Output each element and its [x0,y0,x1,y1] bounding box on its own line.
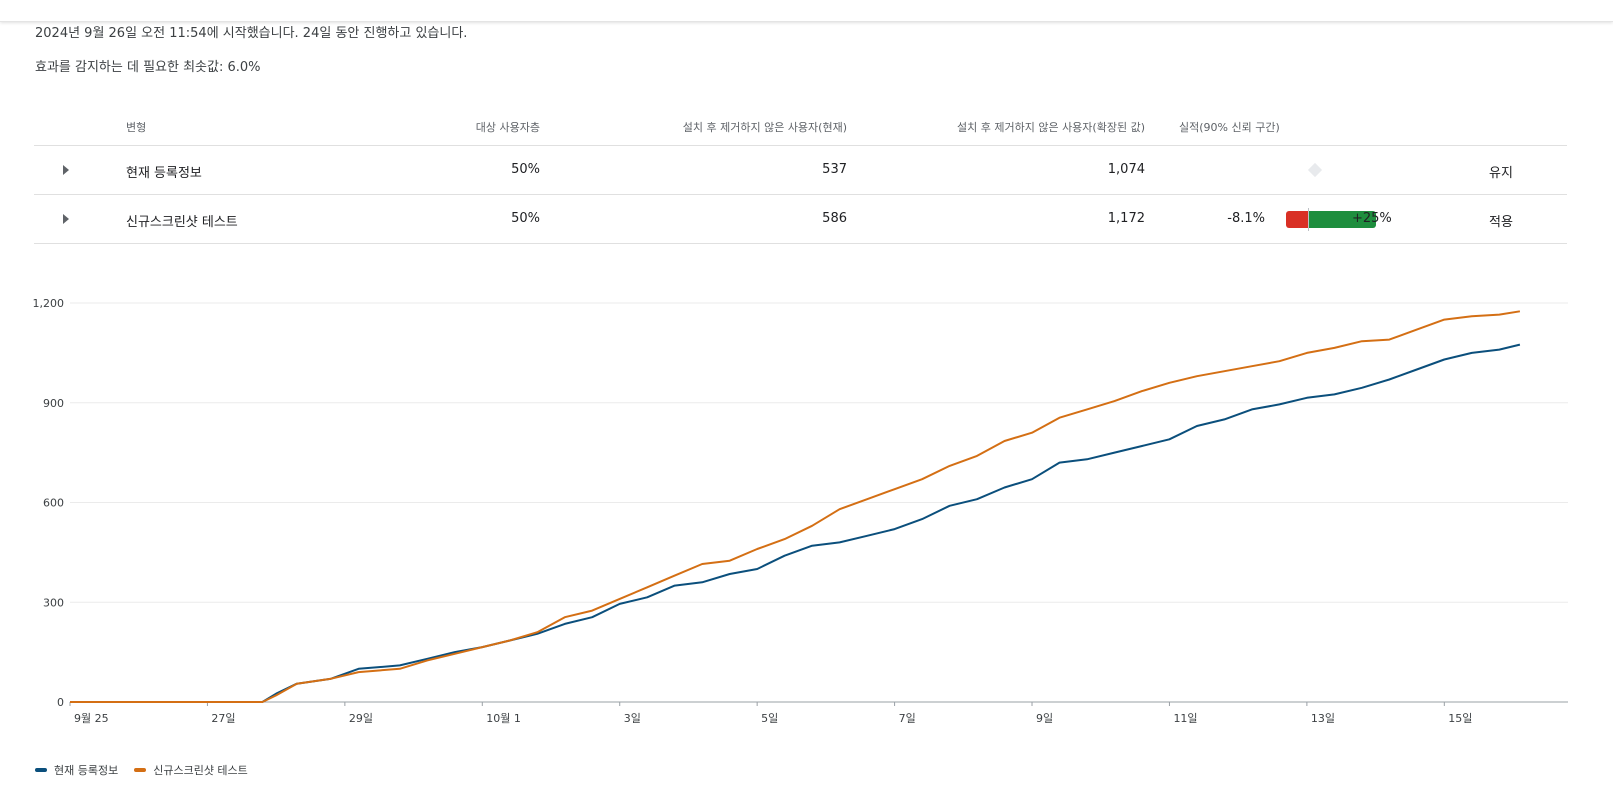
series-line-test [70,310,1521,703]
negative-range-bar [1286,211,1309,228]
x-tick-label: 5일 [761,711,778,725]
header-performance: 실적(90% 신뢰 구간) [1179,121,1280,134]
expand-arrow-icon[interactable] [63,214,69,224]
table-header-row: 변형 대상 사용자층 설치 후 제거하지 않은 사용자(현재) 설치 후 제거하… [34,108,1567,146]
performance-high: +25% [1352,211,1392,226]
table-row: 현재 등록정보 50% 537 1,074 유지 [34,146,1567,195]
legend-item-current[interactable]: 현재 등록정보 [35,762,118,778]
x-tick-label: 13일 [1311,711,1335,725]
experiment-start-info: 2024년 9월 26일 오전 11:54에 시작했습니다. 24일 동안 진행… [35,26,468,41]
y-tick-label: 600 [43,497,64,510]
audience-value: 50% [511,211,540,226]
variant-name: 현재 등록정보 [126,166,202,181]
legend-label-test: 신규스크린샷 테스트 [153,764,248,777]
x-tick-label: 9월 25 [74,712,109,725]
retained-scaled-value: 1,074 [1107,162,1145,177]
legend-swatch-test [134,768,147,772]
audience-value: 50% [511,162,540,177]
baseline-diamond-icon [1307,162,1323,178]
chart-canvas: 0 300 600 900 1,200 9월 25 27일 29일 10월 1 3일 5일 7일 9일 1… [33,297,1568,725]
y-tick-label: 300 [43,596,64,609]
expand-arrow-icon[interactable] [63,165,69,175]
variant-name: 신규스크린샷 테스트 [126,215,238,230]
table-row: 신규스크린샷 테스트 50% 586 1,172 -8.1% +25% 적용 [34,195,1567,244]
retained-current-value: 537 [822,162,847,177]
header-retained-current: 설치 후 제거하지 않은 사용자(현재) [682,121,847,134]
performance-low: -8.1% [1227,211,1265,226]
x-tick-label: 9일 [1036,711,1053,725]
y-tick-label: 900 [43,397,64,410]
x-tick-label: 10월 1 [486,712,521,725]
x-tick-label: 11일 [1173,711,1197,725]
retained-scaled-value: 1,172 [1107,211,1145,226]
x-tick-label: 3일 [624,711,641,725]
legend-swatch-current [35,768,47,772]
action-label: 유지 [1489,166,1513,181]
action-label: 적용 [1489,215,1513,230]
minimum-detectable-effect: 효과를 감지하는 데 필요한 최솟값: 6.0% [35,60,261,75]
legend-label-current: 현재 등록정보 [54,764,119,777]
chart-legend: 현재 등록정보 신규스크린샷 테스트 [35,762,264,778]
series-line-current [70,343,1521,703]
y-tick-label: 0 [57,696,64,709]
top-toolbar-shadow [0,0,1613,22]
x-tick-label: 29일 [349,711,373,725]
confidence-interval-bar [1286,208,1376,231]
header-audience: 대상 사용자층 [475,121,540,134]
variant-table: 변형 대상 사용자층 설치 후 제거하지 않은 사용자(현재) 설치 후 제거하… [34,108,1567,244]
header-retained-scaled: 설치 후 제거하지 않은 사용자(확장된 값) [957,121,1145,134]
zero-line [1308,208,1310,231]
x-tick-label: 27일 [211,711,235,725]
retained-users-chart: 0 300 600 900 1,200 9월 25 27일 29일 10월 1 3일 5일 7일 9일 1… [0,270,1613,770]
y-tick-label: 1,200 [33,297,65,310]
x-tick-label: 7일 [899,711,916,725]
legend-item-test[interactable]: 신규스크린샷 테스트 [134,762,248,778]
header-variant: 변형 [126,121,147,134]
retained-current-value: 586 [822,211,847,226]
positive-range-bar [1308,211,1376,228]
x-tick-label: 15일 [1448,711,1472,725]
